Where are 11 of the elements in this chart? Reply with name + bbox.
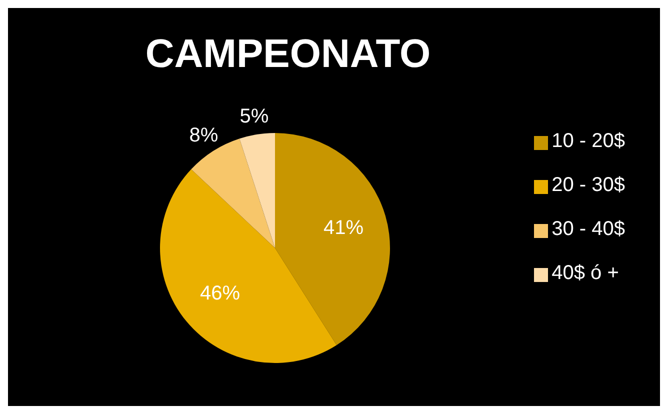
data-label: 8% <box>189 124 218 147</box>
chart-title: CAMPEONATO <box>144 32 432 77</box>
pie-slice <box>239 133 275 248</box>
data-label: 46% <box>200 282 240 304</box>
legend-label: 30 - 40$ <box>552 218 625 240</box>
legend-label: 40$ ó + <box>552 262 619 284</box>
data-label: 5% <box>240 106 269 128</box>
legend-label: 10 - 20$ <box>552 130 625 152</box>
data-label: 41% <box>323 217 364 240</box>
pie-slice <box>275 133 390 346</box>
legend-label: 20 - 30$ <box>552 174 625 196</box>
